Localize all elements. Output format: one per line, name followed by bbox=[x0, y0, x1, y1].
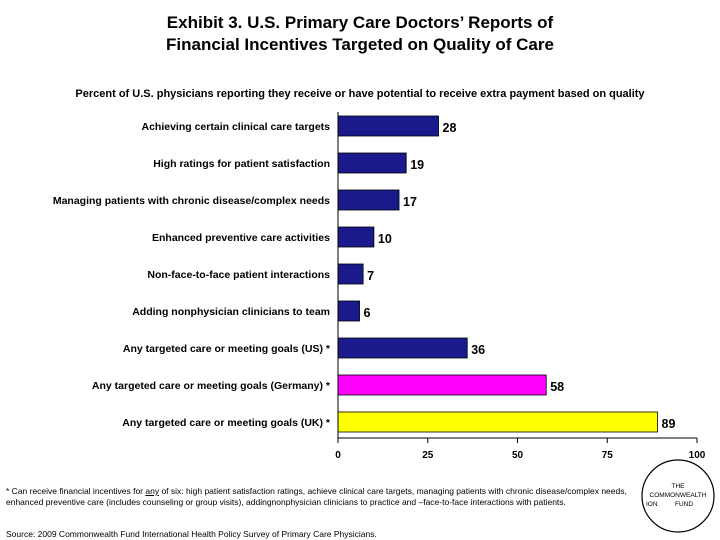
bar bbox=[337, 300, 360, 322]
category-label: Non-face-to-face patient interactions bbox=[147, 269, 330, 281]
x-tick-label: 100 bbox=[689, 450, 706, 461]
chart-title: Exhibit 3. U.S. Primary Care Doctors’ Re… bbox=[0, 12, 720, 56]
commonwealth-fund-logo: THE COMMONWEALTH ION FUND bbox=[641, 459, 715, 533]
data-label: 7 bbox=[367, 269, 374, 283]
logo-line-2: COMMONWEALTH bbox=[650, 492, 707, 499]
source-note: Source: 2009 Commonwealth Fund Internati… bbox=[6, 529, 377, 539]
data-label: 89 bbox=[662, 417, 676, 431]
category-label: Any targeted care or meeting goals (US) … bbox=[123, 343, 331, 355]
category-label: Adding nonphysician clinicians to team bbox=[132, 306, 330, 318]
category-label: Managing patients with chronic disease/c… bbox=[53, 195, 330, 207]
category-label: Any targeted care or meeting goals (UK) … bbox=[122, 417, 331, 429]
bar bbox=[337, 374, 547, 396]
bar bbox=[337, 152, 407, 174]
chart-title-line-1: Exhibit 3. U.S. Primary Care Doctors’ Re… bbox=[166, 13, 554, 32]
footnote-underlined: any bbox=[145, 486, 160, 496]
data-label: 10 bbox=[378, 232, 392, 246]
bar bbox=[337, 337, 468, 359]
data-label: 58 bbox=[550, 380, 564, 394]
logo-partial: ION bbox=[646, 501, 658, 508]
bar bbox=[337, 411, 658, 433]
x-tick-label: 0 bbox=[335, 450, 341, 461]
footnote-rest: of six: high patient satisfaction rating… bbox=[6, 486, 627, 507]
bar bbox=[337, 189, 400, 211]
bar bbox=[337, 263, 364, 285]
x-tick-label: 25 bbox=[422, 450, 434, 461]
logo-seal-icon bbox=[641, 459, 715, 533]
category-label: Any targeted care or meeting goals (Germ… bbox=[92, 380, 331, 392]
category-label: Enhanced preventive care activities bbox=[152, 232, 330, 244]
footnote-prefix: * Can receive financial incentives for bbox=[6, 486, 146, 496]
chart-title-line-2: Financial Incentives Targeted on Quality… bbox=[166, 35, 554, 54]
bar bbox=[337, 226, 375, 248]
data-label: 36 bbox=[471, 343, 485, 357]
logo-line-1: THE bbox=[672, 483, 686, 490]
x-tick-label: 75 bbox=[602, 450, 614, 461]
x-tick-label: 50 bbox=[512, 450, 524, 461]
data-label: 28 bbox=[443, 121, 457, 135]
data-label: 6 bbox=[364, 306, 371, 320]
category-label: Achieving certain clinical care targets bbox=[142, 121, 331, 133]
data-label: 19 bbox=[410, 158, 424, 172]
logo-line-3: FUND bbox=[675, 501, 693, 508]
chart-subtitle: Percent of U.S. physicians reporting the… bbox=[75, 88, 645, 100]
category-label: High ratings for patient satisfaction bbox=[153, 158, 330, 170]
data-label: 17 bbox=[403, 195, 417, 209]
footnote: * Can receive financial incentives for a… bbox=[6, 486, 630, 508]
bar bbox=[337, 115, 439, 137]
bar-chart: Achieving certain clinical care targets 2… bbox=[53, 112, 706, 461]
